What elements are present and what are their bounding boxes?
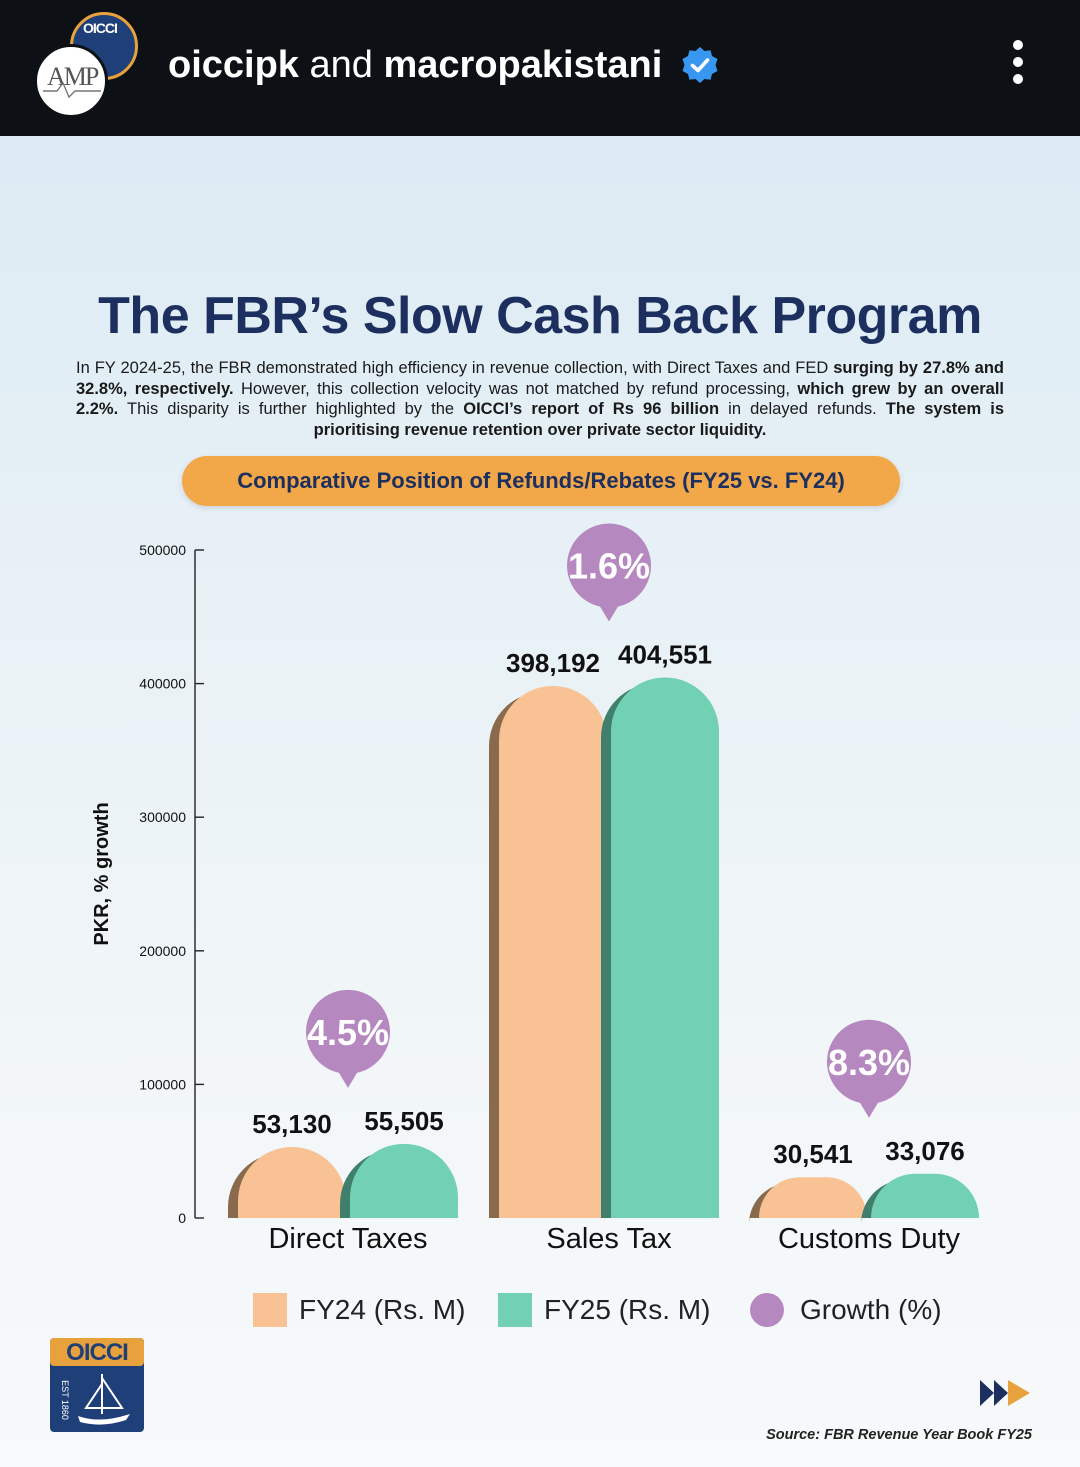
x-category-label: Direct Taxes	[268, 1223, 427, 1255]
intro-segment: However, this collection velocity was no…	[233, 379, 798, 398]
amp-avatar-text: AMP	[47, 62, 99, 91]
y-tick-label: 0	[178, 1210, 186, 1226]
bar-side-fy25	[601, 677, 665, 1218]
chart-subtitle: Comparative Position of Refunds/Rebates …	[182, 456, 900, 506]
oicci-avatar-text: OICCI	[83, 20, 118, 36]
chart-legend: FY24 (Rs. M) FY25 (Rs. M) Growth (%)	[0, 1290, 1080, 1330]
pulse-icon	[43, 81, 101, 99]
x-category-label: Sales Tax	[546, 1223, 672, 1255]
intro-segment: This disparity is further highlighted by…	[118, 400, 464, 418]
account-secondary[interactable]: macropakistani	[383, 44, 663, 86]
source-note: Source: FBR Revenue Year Book FY25	[766, 1427, 1032, 1443]
bar-value-label: 55,505	[364, 1106, 444, 1136]
bar-fy25	[350, 1143, 458, 1218]
more-options-icon[interactable]	[1008, 40, 1028, 88]
oicci-logo-text: OICCI	[66, 1339, 128, 1366]
bar-fy25	[871, 1173, 979, 1218]
legend-swatch-fy24	[253, 1293, 287, 1327]
intro-segment: The system is prioritising revenue reten…	[313, 400, 1004, 439]
x-category-label: Customs Duty	[778, 1223, 961, 1255]
account-joiner: and	[309, 44, 373, 86]
verified-badge-icon	[682, 47, 718, 83]
growth-label: 1.6%	[568, 546, 650, 587]
legend-swatch-fy25	[498, 1293, 532, 1327]
infographic: The FBR’s Slow Cash Back Program In FY 2…	[0, 136, 1080, 1467]
growth-bubble	[827, 1019, 911, 1104]
y-tick-label: 400000	[139, 676, 186, 692]
growth-label: 4.5%	[307, 1012, 389, 1053]
growth-bubble	[567, 523, 651, 608]
bar-fy24	[759, 1177, 867, 1218]
bar-value-label: 398,192	[506, 648, 600, 678]
legend-swatch-growth	[750, 1293, 784, 1327]
bar-fy24	[238, 1147, 346, 1218]
bar-value-label: 33,076	[885, 1136, 965, 1166]
oicci-logo: OICCI EST 1860	[50, 1338, 144, 1432]
intro-segment: in delayed refunds.	[719, 400, 886, 418]
y-tick-label: 200000	[139, 943, 186, 959]
bar-chart: 0 100000 200000 300000 400000 500000 53,130 55,…	[139, 523, 979, 1255]
next-arrows-icon[interactable]	[980, 1378, 1032, 1408]
macropakistani-avatar[interactable]: AMP	[34, 44, 108, 118]
legend-label-fy24: FY24 (Rs. M)	[299, 1294, 466, 1325]
bar-fy25	[611, 677, 719, 1218]
infographic-title: The FBR’s Slow Cash Back Program	[98, 287, 982, 345]
legend-label-fy25: FY25 (Rs. M)	[544, 1294, 711, 1325]
bar-value-label: 404,551	[618, 640, 712, 670]
bar-value-label: 30,541	[773, 1139, 853, 1169]
growth-label: 8.3%	[828, 1042, 910, 1083]
y-tick-label: 300000	[139, 809, 186, 825]
intro-segment: surging by 27.8% and 32.8%, respectively…	[76, 359, 1004, 398]
oicci-logo-est: EST 1860	[60, 1380, 70, 1420]
intro-segment: In FY 2024-25, the FBR demonstrated high…	[76, 359, 834, 377]
legend-label-growth: Growth (%)	[800, 1294, 942, 1325]
intro-paragraph: In FY 2024-25, the FBR demonstrated high…	[76, 358, 1004, 440]
intro-segment: OICCI’s report of Rs 96 billion	[463, 400, 720, 418]
account-names[interactable]: oiccipk and macropakistani	[168, 40, 662, 90]
bar-value-label: 53,130	[252, 1109, 332, 1139]
post-header: OICCI AMP oiccipk and macropakistani	[0, 0, 1080, 136]
bar-side-fy24	[489, 686, 553, 1218]
bar-fy24	[499, 686, 607, 1218]
y-tick-label: 100000	[139, 1076, 186, 1092]
intro-segment: which grew by an overall 2.2%.	[76, 379, 1005, 419]
growth-bubble	[306, 989, 390, 1074]
y-tick-label: 500000	[139, 542, 186, 558]
account-primary[interactable]: oiccipk	[168, 44, 299, 86]
